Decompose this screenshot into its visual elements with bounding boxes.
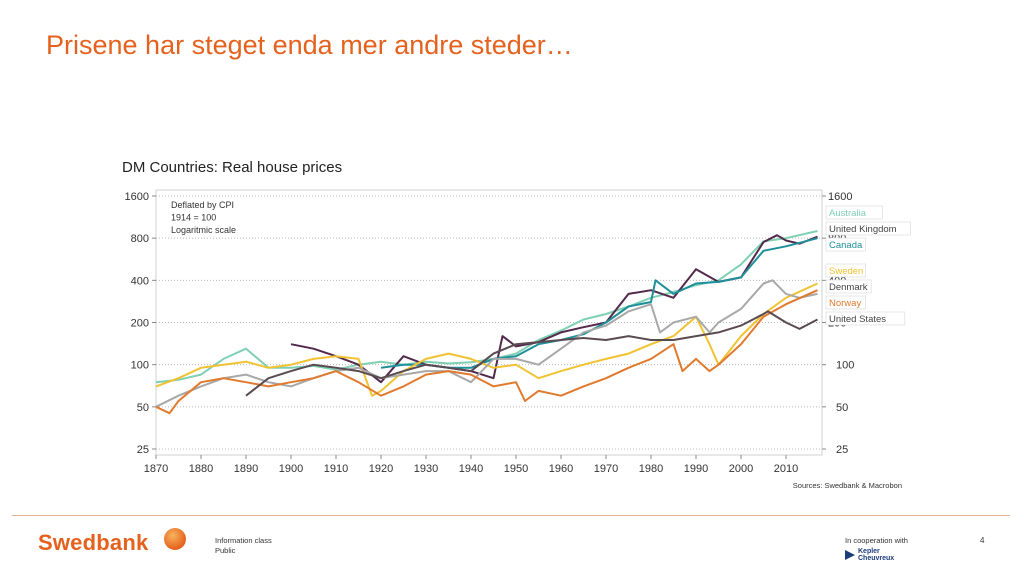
y-tick-label-left: 1600 [125, 191, 149, 203]
slide-title: Prisene har steget enda mer andre steder… [46, 30, 573, 60]
legend-label: Australia [829, 208, 867, 219]
chart-grid [155, 189, 823, 456]
legend-label: United States [829, 314, 886, 325]
series-line-australia [155, 230, 818, 384]
x-tick-label: 2000 [729, 463, 753, 475]
chart-title: DM Countries: Real house prices [122, 159, 343, 176]
kepler-arrow-icon [845, 550, 855, 560]
y-tick-label-left: 50 [137, 402, 149, 414]
legend-label: Norway [829, 298, 861, 309]
y-tick-label-left: 800 [131, 233, 149, 245]
x-tick-label: 1870 [144, 463, 168, 475]
y-tick-label-left: 100 [131, 360, 149, 372]
page-number: 4 [980, 536, 985, 545]
y-tick-label-right: 100 [836, 360, 854, 372]
x-tick-label: 1880 [189, 463, 213, 475]
legend-label: United Kingdom [829, 224, 897, 235]
information-class: Information class Public [215, 536, 272, 556]
legend-box [825, 263, 866, 278]
line-chart: 1600160080080040040020020010010050502525… [125, 189, 911, 490]
y-tick-label-right: 1600 [828, 191, 852, 203]
legend-label: Canada [829, 240, 863, 251]
x-tick-label: 1960 [549, 463, 573, 475]
legend-box [825, 221, 911, 236]
x-tick-label: 1910 [324, 463, 348, 475]
x-tick-label: 1900 [279, 463, 303, 475]
y-tick-label-left: 400 [131, 275, 149, 287]
series-line-united-kingdom [290, 234, 818, 384]
chart-legend: Australia United Kingdom Canada Sweden Denma… [825, 205, 911, 326]
series-line-norway [155, 289, 818, 415]
legend-box [825, 205, 883, 220]
swedbank-logo: Swedbank [38, 530, 149, 555]
legend-label: Sweden [829, 266, 863, 277]
x-tick-label: 1890 [234, 463, 258, 475]
chart-annotation: Deflated by CPI 1914 = 100 Logaritmic scal… [171, 200, 236, 235]
x-tick-label: 1920 [369, 463, 393, 475]
series-line-sweden [155, 282, 818, 397]
oak-tree-icon [164, 528, 186, 550]
partner-line-2: Cheuvreux [858, 555, 895, 562]
x-tick-label: 2010 [774, 463, 798, 475]
x-tick-label: 1970 [594, 463, 618, 475]
cooperation-label: In cooperation with [845, 536, 908, 545]
chart-source: Sources: Swedbank & Macrobon [793, 481, 902, 490]
legend-label: Denmark [829, 282, 868, 293]
y-tick-label-right: 25 [836, 444, 848, 456]
footer-divider [12, 515, 1010, 516]
info-class-value: Public [215, 546, 236, 555]
legend-box [825, 237, 866, 252]
legend-box [825, 279, 872, 294]
annotation-line: 1914 = 100 [171, 213, 216, 223]
y-tick-label-left: 200 [131, 318, 149, 330]
series-line-united-states [245, 310, 818, 397]
annotation-line: Deflated by CPI [171, 200, 234, 210]
chart-series [155, 230, 818, 415]
chart-axes: 1600160080080040040020020010010050502525… [125, 191, 855, 475]
legend-box [825, 311, 906, 326]
annotation-line: Logaritmic scale [171, 225, 236, 235]
x-tick-label: 1950 [504, 463, 528, 475]
series-line-canada [380, 237, 818, 369]
x-tick-label: 1990 [684, 463, 708, 475]
partner-line-1: Kepler [858, 548, 880, 555]
info-class-label: Information class [215, 536, 272, 545]
x-tick-label: 1980 [639, 463, 663, 475]
y-tick-label-right: 50 [836, 402, 848, 414]
y-tick-label-left: 25 [137, 444, 149, 456]
kepler-cheuvreux-logo: Kepler Cheuvreux [845, 548, 894, 562]
x-tick-label: 1940 [459, 463, 483, 475]
x-tick-label: 1930 [414, 463, 438, 475]
legend-box [825, 295, 866, 310]
